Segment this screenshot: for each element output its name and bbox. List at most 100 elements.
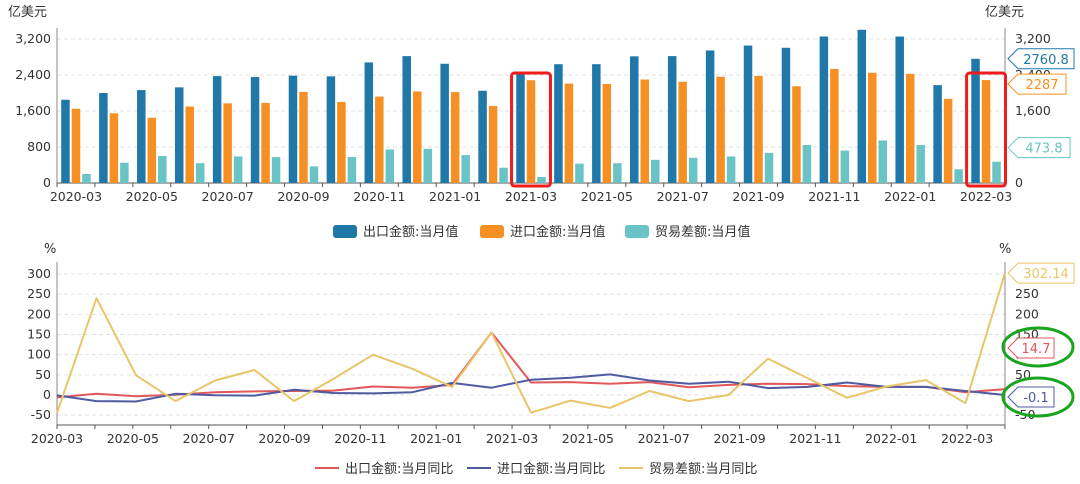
callout-balance-yoy-box [1007,262,1075,284]
x-tick-label: 2020-03 [31,431,83,446]
bar [857,29,867,184]
legend-swatch [625,225,649,238]
highlight-circle [1001,326,1075,368]
callout-balance-box [1007,137,1071,159]
x-tick-label: 2022-03 [960,189,1012,204]
bar [450,92,460,183]
top-bar-chart: 08001,6002,4003,20008001,6002,4003,200亿美… [8,5,1075,240]
bar [651,159,660,183]
highlight-box [965,71,1008,188]
bar [423,148,432,183]
bar [630,56,639,184]
callout-balance-text: 473.8 [1025,142,1062,157]
bar [943,98,953,183]
y-tick-label-left: 3,200 [15,31,51,46]
bar [402,56,411,183]
bar [299,91,308,183]
bar [233,156,243,183]
callout-export-yoy-box [1007,337,1055,359]
bar [792,86,801,183]
bar [82,174,91,183]
bar [109,113,119,183]
bottom-line-chart: -50050100150200250300-50050100150200250%… [27,242,1075,477]
x-tick-label: 2020-11 [353,189,405,204]
x-tick-label: 2021-11 [808,189,860,204]
callout-import-text: 2287 [1025,78,1058,93]
y-tick-label-left: 800 [27,139,51,154]
highlight-box [510,71,552,188]
bar [878,140,888,183]
x-tick-label: 2022-01 [865,431,917,446]
bar [440,63,449,183]
bar [764,152,774,183]
bar [602,84,612,183]
bar [726,156,736,183]
bar [120,162,129,183]
callout-export-box [1007,48,1075,70]
bar [347,156,357,183]
y-tick-label-right: 1,600 [1015,103,1051,118]
bar [375,96,384,183]
callout-import-yoy-text: -0.1 [1023,391,1048,406]
y-tick-label-left: 0 [43,387,51,402]
bar [640,79,650,183]
bar [223,103,232,183]
y-tick-label-right: 250 [1015,286,1039,301]
x-tick-label: 2021-09 [732,189,784,204]
bar [992,161,1001,183]
series-line [56,373,1006,403]
y-tick-label-right: 0 [1015,175,1023,190]
bar [564,83,574,183]
bar [526,80,536,183]
bar [412,91,422,183]
x-tick-label: 2021-01 [429,189,481,204]
bar [488,106,498,183]
bar [288,75,298,183]
bar [933,85,942,183]
bar [781,47,791,184]
legend-label: 出口金额:当月同比 [345,461,453,477]
bar [840,150,850,183]
bar [592,64,601,183]
x-tick-label: 2021-05 [581,189,633,204]
bar [705,50,715,183]
legend-swatch [480,225,504,238]
bar [905,73,915,183]
bar [688,157,698,183]
bar [743,45,753,184]
bar [981,80,991,183]
bar [802,144,812,183]
y-axis-unit-left: 亿美元 [8,5,47,20]
y-tick-label-right: 3,200 [1015,31,1051,46]
bar [337,102,346,183]
x-tick-label: 2021-07 [638,431,690,446]
callout-import-box [1007,73,1067,95]
bar [250,77,260,183]
series-line [56,331,1006,399]
legend-label: 出口金额:当月值 [363,224,458,240]
bar [364,62,374,183]
x-tick-label: 2020-11 [334,431,386,446]
bar [99,93,108,183]
x-tick-label: 2020-05 [126,189,178,204]
x-tick-label: 2020-03 [50,189,102,204]
x-tick-label: 2021-03 [486,431,538,446]
bar [916,144,925,183]
x-tick-label: 2020-07 [183,431,235,446]
bar [819,36,829,184]
bar [667,56,677,183]
x-tick-label: 2021-01 [410,431,462,446]
y-tick-label-left: -50 [31,407,51,422]
bar [158,156,167,183]
legend-swatch [333,225,357,238]
callout-import-yoy-box [1007,386,1055,408]
y-axis-unit-right: % [999,242,1011,257]
bar [754,75,763,183]
y-tick-label-left: 0 [43,175,51,190]
bar [212,76,222,183]
bar [499,167,508,183]
y-axis-unit-left: % [44,242,56,257]
y-tick-label-left: 300 [27,266,51,281]
legend-label: 进口金额:当月值 [510,224,605,240]
